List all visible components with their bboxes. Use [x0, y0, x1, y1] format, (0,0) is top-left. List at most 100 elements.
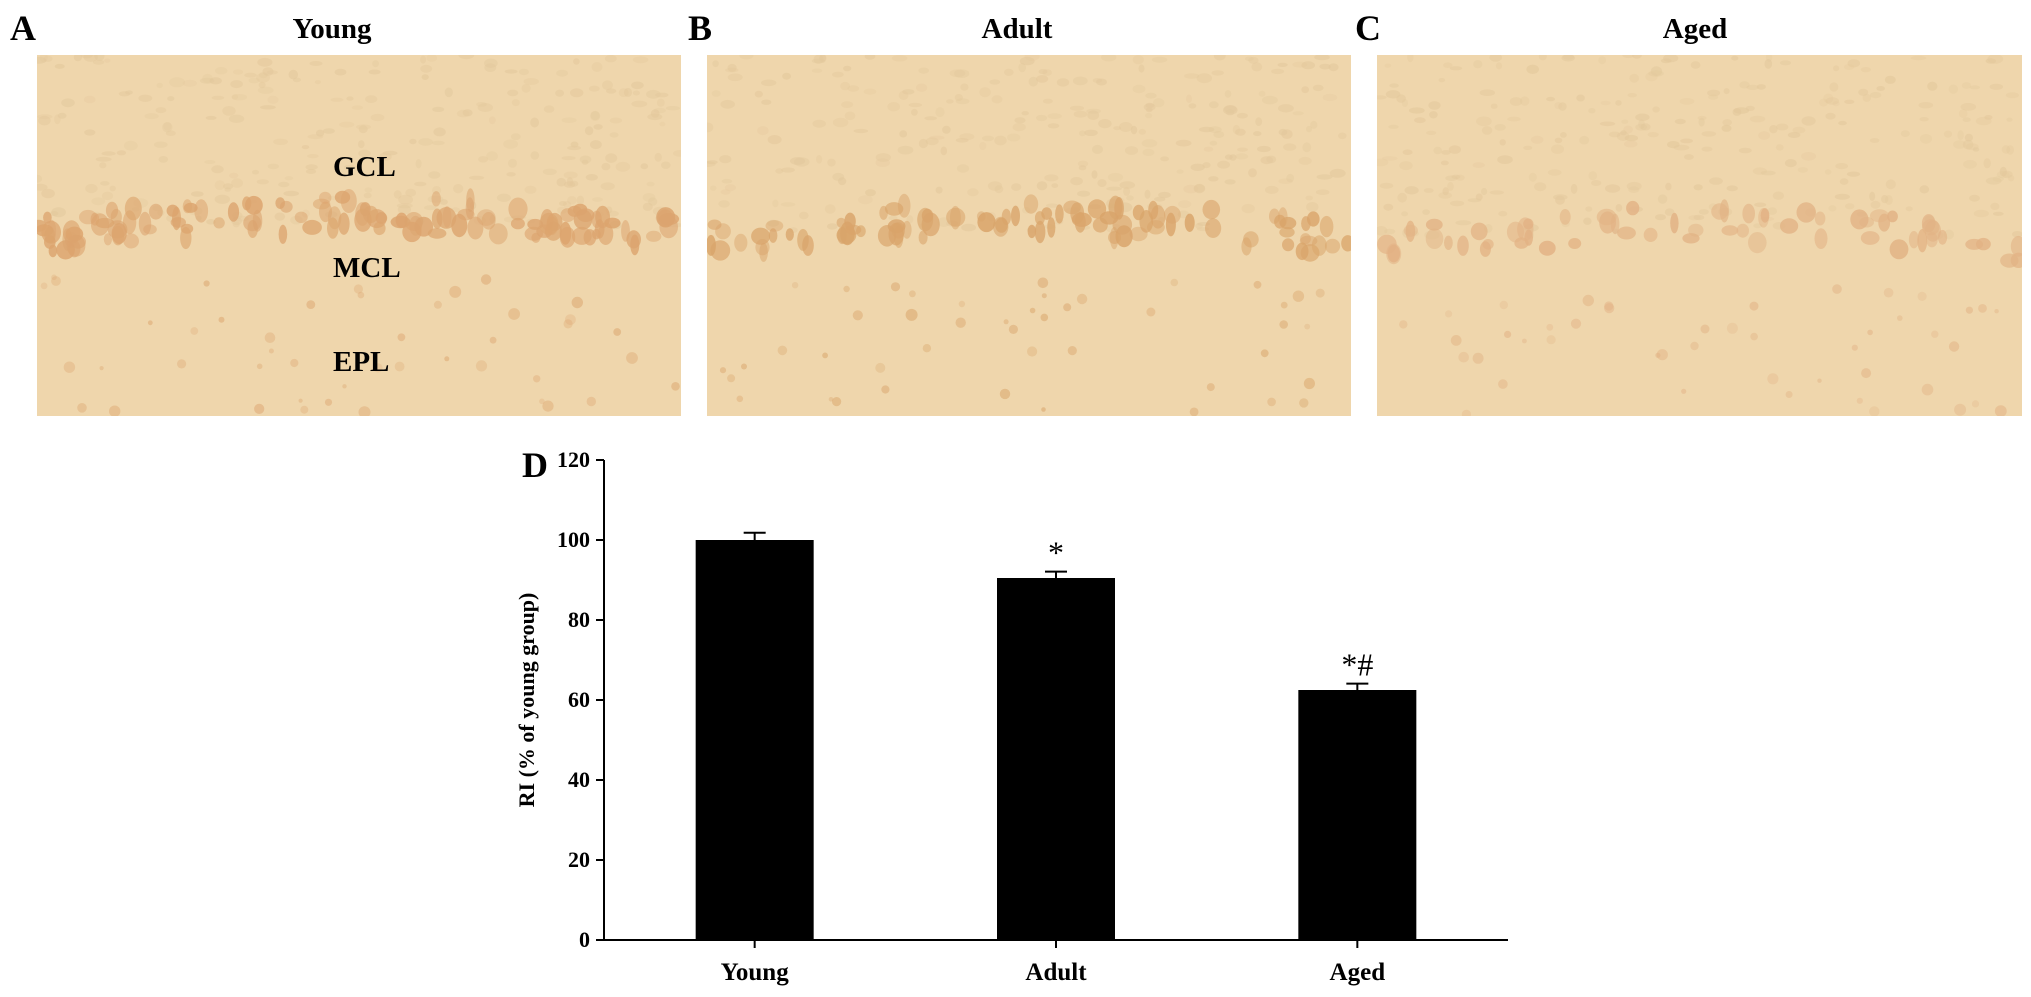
stained-cell [1861, 368, 1872, 379]
tissue-granule [1507, 116, 1521, 122]
tissue-granule [439, 199, 448, 205]
tissue-granule [1278, 104, 1294, 113]
tissue-granule [397, 204, 411, 215]
tissue-granule [523, 78, 539, 85]
y-tick-label: 120 [557, 447, 590, 472]
stained-cell [1008, 324, 1018, 334]
tissue-granule [1044, 174, 1059, 182]
stained-cell [802, 235, 814, 256]
tissue-granule [1708, 94, 1719, 100]
tissue-granule [1588, 171, 1598, 181]
stained-cell [1887, 210, 1898, 223]
tissue-granule [579, 155, 592, 164]
stained-cell [444, 356, 450, 362]
tissue-granule [767, 219, 779, 227]
tissue-granule [496, 193, 511, 202]
tissue-granule [899, 130, 908, 138]
stained-cell [777, 345, 788, 356]
tissue-granule [158, 156, 169, 163]
tissue-granule [41, 188, 55, 199]
stained-cell [1164, 205, 1181, 224]
stained-cell [1931, 330, 1939, 338]
stained-cell [394, 361, 405, 372]
tissue-granule [57, 112, 67, 119]
stained-cell [1643, 227, 1658, 242]
tissue-granule [1051, 183, 1059, 189]
tissue-granule [1258, 90, 1266, 97]
tissue-granule [1043, 98, 1053, 104]
stained-cell [488, 223, 508, 245]
tissue-granule [925, 137, 939, 146]
stained-cell [1063, 200, 1081, 215]
tissue-granule [1119, 181, 1136, 189]
tissue-granule [875, 153, 891, 162]
stained-cell [1034, 220, 1046, 244]
tissue-granule [1843, 64, 1855, 70]
stained-cell [1279, 226, 1295, 238]
tissue-granule [1495, 62, 1503, 70]
tissue-granule [1056, 78, 1070, 87]
tissue-granule [1972, 147, 1980, 152]
tissue-granule [1832, 101, 1840, 107]
tissue-granule [301, 145, 310, 150]
tissue-granule [673, 150, 681, 157]
stained-cell [759, 242, 768, 262]
tissue-granule [1377, 95, 1387, 100]
tissue-granule [1847, 59, 1861, 68]
tissue-granule [858, 195, 873, 205]
tissue-granule [875, 158, 890, 167]
tissue-granule [631, 100, 648, 108]
layer-label-gcl: GCL [333, 151, 396, 183]
stained-cell [1444, 235, 1453, 250]
tissue-granule [942, 125, 951, 134]
stained-cell [1023, 194, 1039, 214]
tissue-granule [1079, 130, 1086, 137]
tissue-granule [1754, 202, 1767, 208]
stained-cell [138, 211, 152, 236]
tissue-granule [1576, 94, 1585, 102]
tissue-granule [214, 194, 230, 204]
tissue-granule [1905, 206, 1913, 212]
stained-cell [1037, 277, 1049, 289]
tissue-granule [1709, 177, 1723, 185]
tissue-granule [1021, 111, 1029, 116]
stained-cell [1506, 221, 1525, 243]
micrograph-adult [707, 55, 1351, 416]
tissue-granule [650, 109, 660, 118]
tissue-granule [837, 177, 847, 186]
tissue-granule [1408, 107, 1425, 114]
tissue-granule [1086, 108, 1101, 114]
tissue-granule [1996, 171, 2010, 179]
tissue-granule [1523, 145, 1533, 150]
tissue-granule [510, 133, 521, 141]
stained-cell [1719, 199, 1729, 223]
stained-cell [734, 233, 748, 252]
tissue-granule [1969, 194, 1980, 202]
tissue-granule [727, 63, 737, 72]
tissue-granule [453, 184, 464, 194]
tissue-granule [1701, 131, 1717, 137]
stained-cell [1112, 214, 1133, 235]
tissue-granule [1178, 200, 1192, 209]
tissue-granule [799, 211, 809, 220]
tissue-granule [405, 188, 417, 197]
tissue-granule [1758, 131, 1770, 140]
tissue-granule [1440, 160, 1449, 166]
tissue-granule [1126, 195, 1134, 201]
tissue-granule [1960, 103, 1977, 111]
tissue-granule [1958, 109, 1968, 119]
tissue-granule [1036, 75, 1049, 83]
tissue-granule [376, 156, 385, 162]
tissue-granule [1834, 193, 1850, 200]
tissue-granule [1225, 109, 1235, 116]
tissue-granule [521, 83, 531, 93]
tissue-granule [202, 73, 213, 84]
stained-cell [905, 308, 918, 321]
stained-cell [1690, 341, 1699, 351]
tissue-granule [37, 114, 53, 120]
tissue-granule [92, 59, 105, 65]
tissue-granule [1605, 184, 1621, 193]
tissue-granule [1558, 102, 1567, 111]
stained-cell [1458, 351, 1469, 363]
tissue-granule [775, 168, 784, 174]
